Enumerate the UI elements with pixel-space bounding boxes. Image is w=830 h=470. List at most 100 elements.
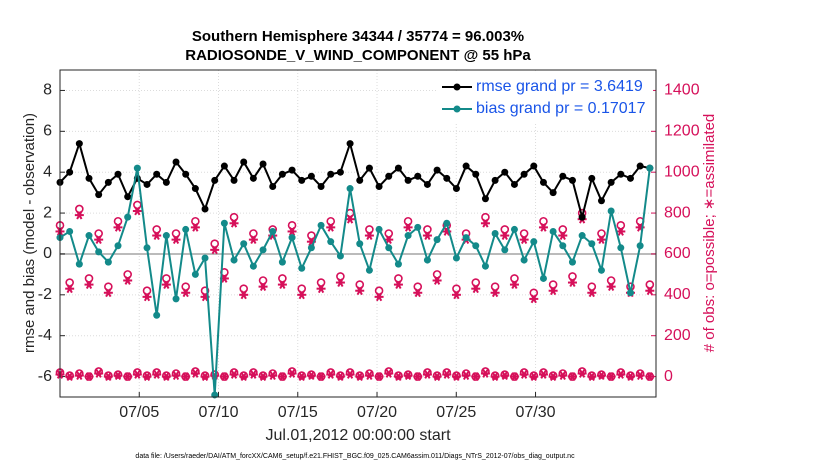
chart-title: Southern Hemisphere 34344 / 35774 = 96.0… <box>192 28 524 45</box>
obs-possible <box>519 229 529 238</box>
data-point <box>636 162 644 170</box>
data-point <box>278 258 286 266</box>
obs-assimilated <box>616 370 626 379</box>
obs-assimilated <box>432 276 442 285</box>
obs-assimilated <box>268 371 278 380</box>
data-point <box>66 227 74 235</box>
obs-assimilated <box>529 294 539 304</box>
obs-assimilated <box>229 370 239 379</box>
obs-possible <box>142 371 152 380</box>
x-tick-label: 07/15 <box>278 404 318 421</box>
data-point <box>491 176 499 184</box>
obs-possible <box>162 274 171 283</box>
data-point <box>501 168 509 176</box>
legend-label: rmse grand pr = 3.6419 <box>476 78 643 95</box>
obs-possible <box>94 229 103 238</box>
obs-possible <box>597 370 606 379</box>
data-point <box>259 160 267 168</box>
data-point <box>385 172 393 180</box>
obs-assimilated <box>413 288 423 298</box>
data-point <box>172 295 180 303</box>
obs-assimilated <box>229 218 239 228</box>
x-tick-label: 07/05 <box>119 404 159 421</box>
obs-assimilated <box>500 371 510 380</box>
data-point <box>472 242 480 250</box>
obs-assimilated <box>142 372 152 381</box>
y-tick-label: 4 <box>43 163 52 180</box>
y-tick-label: -6 <box>38 368 52 385</box>
obs-assimilated <box>558 231 568 240</box>
data-point <box>597 197 605 205</box>
data-point <box>298 176 306 184</box>
obs-assimilated <box>364 231 374 240</box>
obs-possible <box>142 286 152 296</box>
legend-marker <box>453 83 461 91</box>
obs-assimilated <box>538 222 548 232</box>
data-point <box>182 170 190 178</box>
obs-assimilated <box>587 288 597 298</box>
obs-possible <box>249 229 258 238</box>
obs-assimilated <box>316 372 326 381</box>
obs-assimilated <box>84 280 94 289</box>
obs-possible <box>452 371 461 380</box>
obs-possible <box>278 274 287 283</box>
data-point <box>230 256 238 264</box>
data-point <box>85 174 93 182</box>
obs-assimilated <box>297 372 307 381</box>
legend-marker <box>453 105 461 113</box>
obs-assimilated <box>567 372 577 381</box>
obs-possible <box>307 231 316 240</box>
data-point <box>462 234 470 242</box>
obs-assimilated <box>384 235 394 245</box>
obs-possible <box>403 216 413 226</box>
obs-assimilated <box>355 372 365 381</box>
obs-assimilated <box>355 286 365 296</box>
obs-assimilated <box>161 372 171 381</box>
data-point <box>539 274 547 282</box>
obs-assimilated <box>113 371 123 380</box>
obs-possible <box>432 371 442 380</box>
obs-assimilated <box>239 372 249 381</box>
obs-possible <box>539 216 548 226</box>
legend-label: bias grand pr = 0.17017 <box>476 100 646 117</box>
obs-possible <box>65 371 74 380</box>
obs-assimilated <box>548 286 558 296</box>
obs-possible <box>365 225 374 234</box>
data-point <box>104 178 112 186</box>
data-point <box>578 232 586 240</box>
y2-tick-label: 1200 <box>664 123 700 140</box>
obs-assimilated <box>374 372 384 381</box>
obs-assimilated <box>74 210 84 220</box>
obs-possible <box>336 272 345 281</box>
obs-possible <box>587 282 597 291</box>
obs-assimilated <box>248 370 258 379</box>
data-point <box>588 240 596 248</box>
series-line <box>59 167 651 396</box>
data-point <box>520 256 528 264</box>
obs-possible <box>490 371 500 380</box>
obs-assimilated <box>577 369 587 378</box>
obs-possible <box>481 212 490 222</box>
obs-assimilated <box>171 235 181 245</box>
obs-assimilated <box>606 372 616 381</box>
data-point <box>153 311 161 319</box>
obs-possible <box>558 225 568 234</box>
footnote: data file: /Users/raeder/DAI/ATM_forcXX/… <box>135 453 575 460</box>
obs-possible <box>113 216 123 226</box>
data-point <box>443 219 451 227</box>
data-point <box>578 213 586 221</box>
obs-assimilated <box>123 372 133 381</box>
obs-assimilated <box>287 227 297 236</box>
obs-possible <box>394 371 403 380</box>
obs-assimilated <box>374 292 384 302</box>
obs-possible <box>529 288 539 298</box>
series-line <box>59 140 651 218</box>
data-point <box>95 248 103 256</box>
obs-assimilated <box>403 222 413 232</box>
data-point <box>162 178 170 186</box>
y-tick-label: 8 <box>43 82 52 99</box>
obs-possible <box>287 221 297 230</box>
data-point <box>153 170 161 178</box>
data-point <box>636 242 644 250</box>
